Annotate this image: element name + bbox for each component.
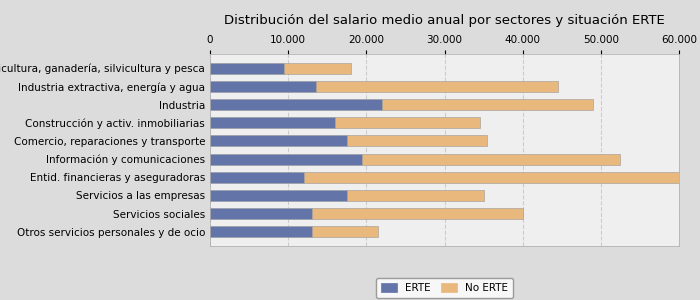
Bar	[210, 136, 346, 146]
Bar	[210, 154, 363, 164]
Bar	[304, 172, 700, 183]
Bar	[210, 190, 346, 201]
Bar	[312, 226, 378, 237]
Bar	[210, 226, 312, 237]
Bar	[210, 117, 335, 128]
Bar	[382, 99, 593, 110]
Legend: ERTE, No ERTE: ERTE, No ERTE	[376, 278, 513, 298]
Bar	[210, 208, 312, 219]
Bar	[316, 81, 558, 92]
Bar	[210, 63, 284, 74]
Bar	[284, 63, 351, 74]
Bar	[346, 136, 487, 146]
Bar	[363, 154, 620, 164]
Bar	[335, 117, 480, 128]
Bar	[312, 208, 523, 219]
Bar	[210, 81, 316, 92]
Bar	[346, 190, 484, 201]
Bar	[210, 172, 304, 183]
Bar	[210, 99, 382, 110]
Title: Distribución del salario medio anual por sectores y situación ERTE: Distribución del salario medio anual por…	[224, 14, 665, 27]
